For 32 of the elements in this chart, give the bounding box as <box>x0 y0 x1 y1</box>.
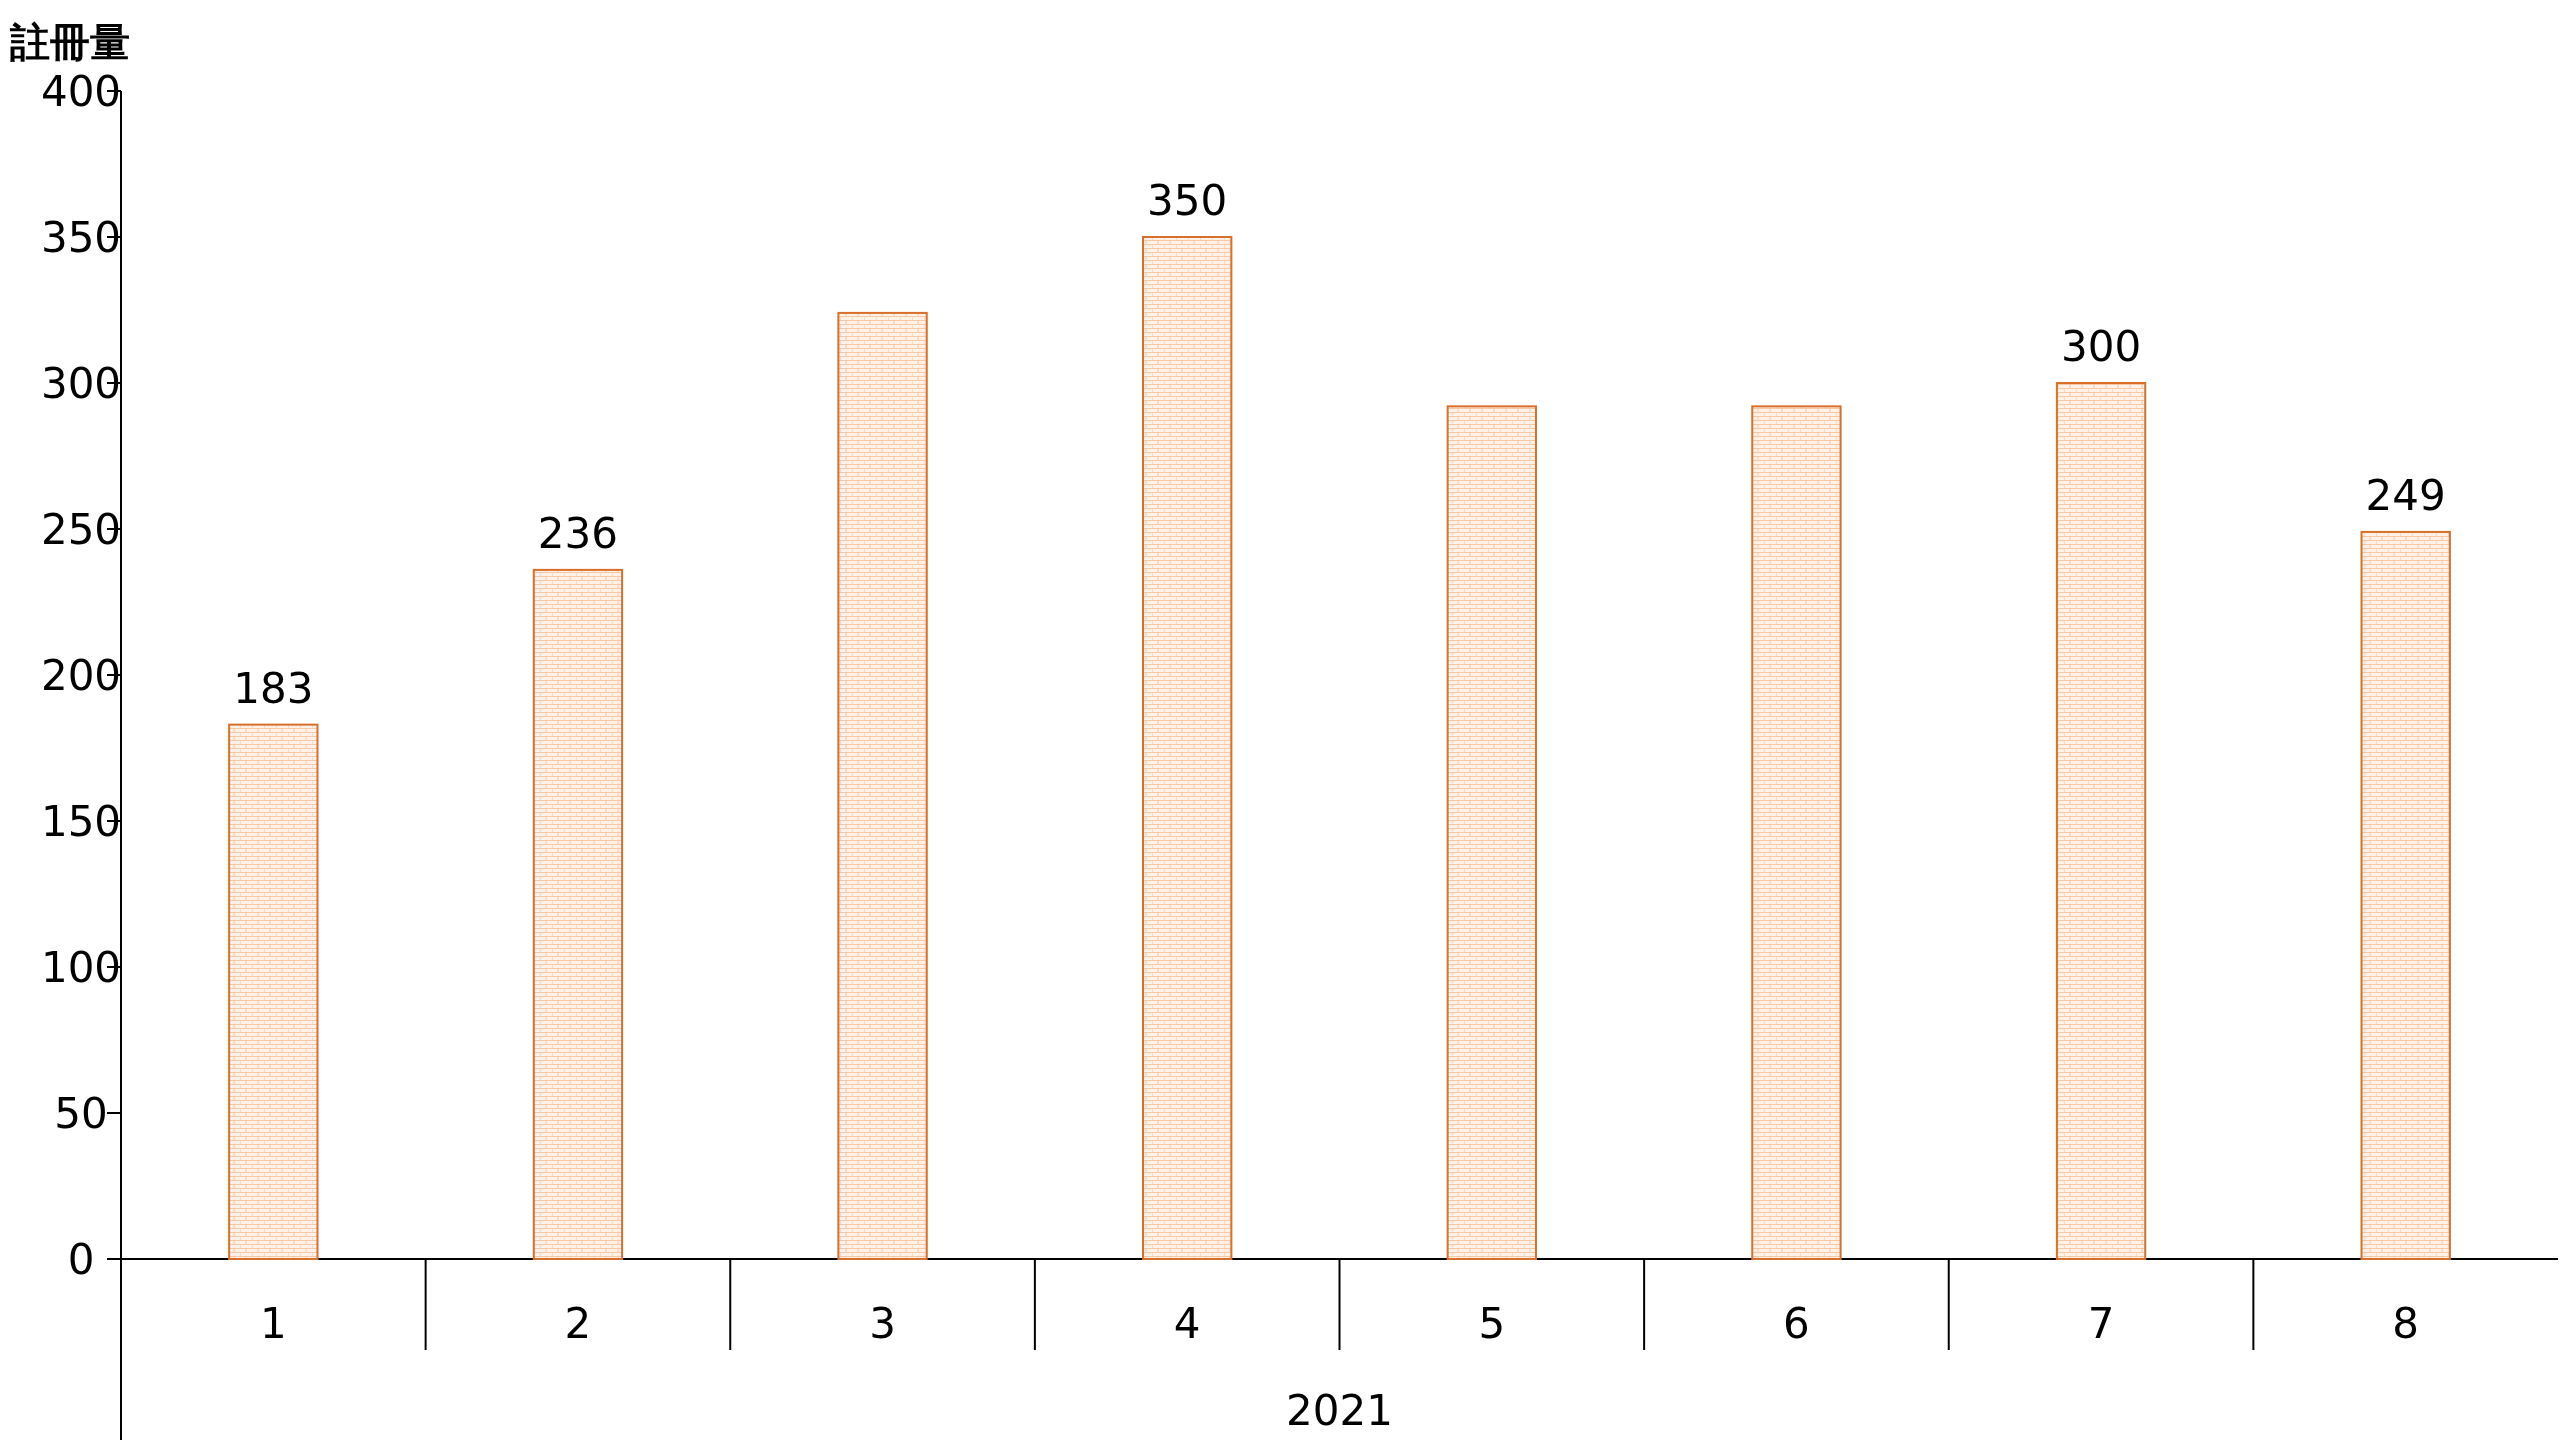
bar <box>1446 405 1537 1260</box>
y-tick-label: 100 <box>40 943 122 992</box>
bar <box>228 723 319 1260</box>
x-tick-label: 2 <box>564 1299 592 1348</box>
x-tick-label: 1 <box>259 1299 287 1348</box>
y-tick-label: 0 <box>67 1235 95 1284</box>
x-tick-label: 7 <box>2087 1299 2115 1348</box>
bar <box>2055 382 2147 1260</box>
y-tick-label: 300 <box>40 359 122 408</box>
y-tick-label: 250 <box>40 505 122 554</box>
x-tick-label: 4 <box>1173 1299 1201 1348</box>
data-label: 236 <box>537 508 619 558</box>
x-tick-label: 6 <box>1783 1299 1810 1348</box>
y-axis-title: 註冊量 <box>9 19 130 65</box>
x-tick-label: 8 <box>2392 1299 2420 1348</box>
x-axis-title: 2021 <box>1286 1386 1393 1435</box>
data-label: 300 <box>2060 322 2142 371</box>
x-tick-label: 5 <box>1478 1299 1506 1348</box>
data-label: 183 <box>233 663 314 713</box>
data-label: 350 <box>1147 176 1228 225</box>
y-tick-label: 400 <box>40 67 122 116</box>
y-tick-label: 150 <box>40 797 122 846</box>
y-tick-label: 350 <box>40 213 122 262</box>
x-tick-label: 3 <box>869 1299 896 1348</box>
y-tick-label: 50 <box>54 1089 108 1138</box>
bar <box>2360 530 2451 1260</box>
bar <box>532 568 624 1260</box>
y-tick-label: 200 <box>40 651 122 700</box>
bar <box>1142 236 1233 1260</box>
data-label: 249 <box>2365 470 2446 520</box>
bar <box>837 311 928 1260</box>
bar <box>1751 405 1842 1260</box>
